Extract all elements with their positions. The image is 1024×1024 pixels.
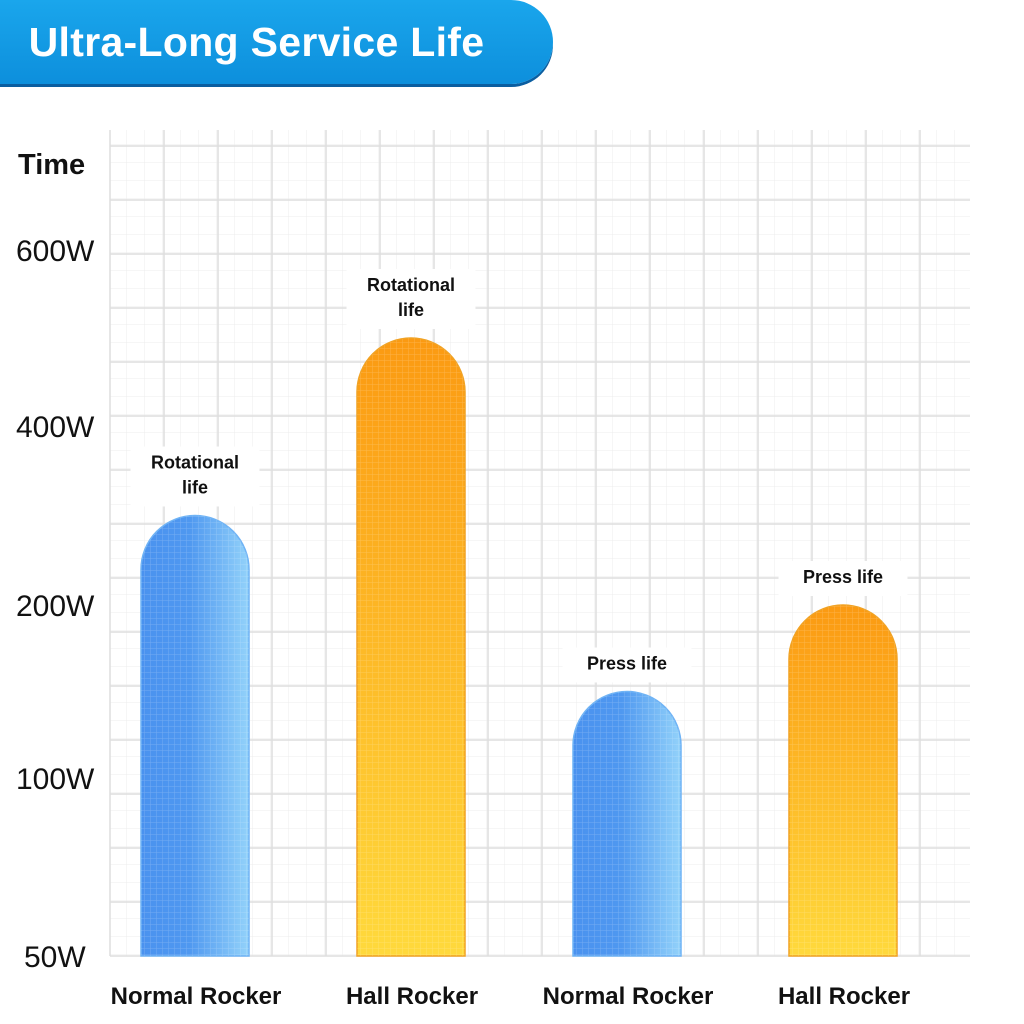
data-label: Rotational <box>151 453 239 473</box>
x-tick-label: Hall Rocker <box>346 983 478 1010</box>
data-label: life <box>182 478 208 498</box>
chart-title: Ultra-Long Service Life <box>28 18 485 65</box>
y-axis-label: Time <box>18 149 85 181</box>
bar-texture <box>789 605 897 956</box>
data-label: Press life <box>587 654 667 674</box>
data-label-bg <box>346 269 476 329</box>
bar-texture <box>357 338 465 956</box>
y-tick-label: 600W <box>16 235 95 268</box>
x-tick-label: Normal Rocker <box>543 983 714 1010</box>
data-label-bg <box>562 647 692 683</box>
x-tick-label: Hall Rocker <box>778 983 910 1010</box>
y-tick-label: 100W <box>16 763 95 796</box>
data-label-bg <box>778 561 908 596</box>
x-tick-label: Normal Rocker <box>111 983 282 1010</box>
y-tick-label: 50W <box>24 941 86 974</box>
y-tick-label: 400W <box>16 411 95 444</box>
data-label: Rotational <box>367 275 455 295</box>
data-label-bg <box>130 446 260 507</box>
data-label: Press life <box>803 567 883 587</box>
data-label: life <box>398 300 424 320</box>
bar-texture <box>573 691 681 956</box>
title-banner: Ultra-Long Service Life <box>0 0 553 84</box>
y-tick-label: 200W <box>16 590 95 623</box>
bar-texture <box>141 515 249 956</box>
